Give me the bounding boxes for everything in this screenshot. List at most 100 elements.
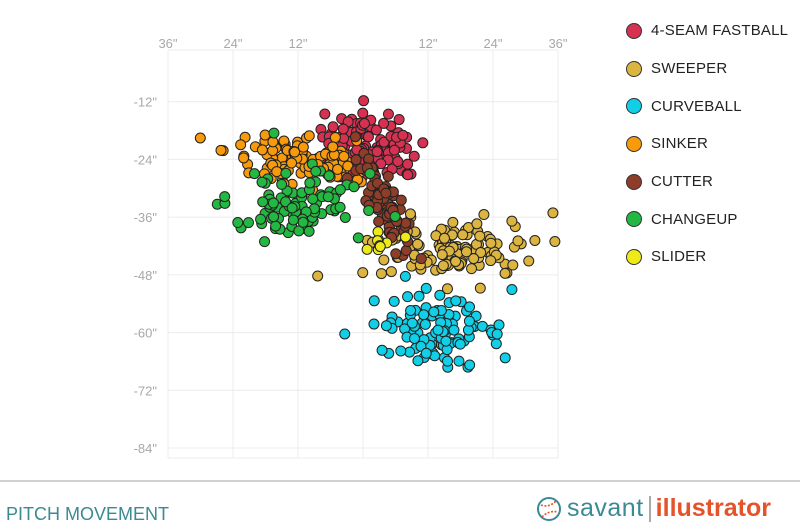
data-point bbox=[327, 121, 339, 133]
data-point bbox=[399, 270, 411, 282]
data-point bbox=[352, 232, 364, 244]
data-point bbox=[337, 123, 349, 135]
data-point bbox=[454, 338, 466, 350]
y-tick-label: -72" bbox=[134, 383, 158, 398]
data-point bbox=[385, 266, 397, 278]
legend-swatch bbox=[626, 98, 642, 115]
data-point bbox=[417, 137, 429, 149]
data-point bbox=[248, 168, 260, 180]
logo-savant-text: savant bbox=[567, 494, 644, 522]
data-point bbox=[362, 131, 374, 143]
data-point bbox=[475, 247, 487, 259]
data-point bbox=[286, 157, 298, 169]
legend-swatch bbox=[626, 22, 642, 39]
data-point bbox=[437, 260, 449, 272]
data-point bbox=[297, 216, 309, 228]
legend-label: CUTTER bbox=[651, 173, 714, 191]
data-point bbox=[404, 208, 416, 220]
data-point bbox=[235, 139, 247, 151]
data-point bbox=[400, 217, 412, 229]
data-point bbox=[419, 318, 431, 330]
data-point bbox=[268, 211, 280, 223]
data-point bbox=[413, 290, 425, 302]
data-point bbox=[420, 282, 432, 294]
data-point bbox=[370, 124, 382, 136]
legend-item: SLIDER bbox=[626, 238, 788, 276]
data-point bbox=[442, 355, 454, 367]
data-point bbox=[549, 236, 561, 248]
data-point bbox=[255, 213, 267, 225]
data-point bbox=[529, 234, 541, 246]
data-point bbox=[219, 191, 231, 203]
data-point bbox=[412, 355, 424, 367]
data-point bbox=[368, 318, 380, 330]
data-point bbox=[400, 245, 412, 257]
data-point bbox=[194, 132, 206, 144]
series-sweeper bbox=[312, 207, 561, 295]
data-point bbox=[457, 229, 469, 241]
data-point bbox=[232, 217, 244, 229]
data-point bbox=[412, 238, 424, 250]
data-point bbox=[375, 268, 387, 280]
data-point bbox=[380, 187, 392, 199]
data-point bbox=[395, 345, 407, 357]
data-point bbox=[361, 243, 373, 255]
logo-divider bbox=[648, 495, 651, 522]
data-point bbox=[408, 150, 420, 162]
data-point bbox=[280, 167, 292, 179]
data-point bbox=[363, 205, 375, 217]
data-point bbox=[490, 338, 502, 350]
legend: 4-SEAM FASTBALL SWEEPER CURVEBALL SINKER CUT… bbox=[626, 12, 788, 276]
data-point bbox=[323, 170, 335, 182]
series-cutter bbox=[341, 131, 427, 265]
data-point bbox=[378, 254, 390, 266]
data-point bbox=[256, 144, 268, 156]
x-tick-label: 24" bbox=[223, 36, 242, 51]
legend-swatch bbox=[626, 211, 642, 228]
data-points bbox=[194, 95, 561, 373]
series-slider bbox=[361, 226, 412, 256]
data-point bbox=[388, 295, 400, 307]
data-point bbox=[400, 231, 412, 243]
data-point bbox=[420, 347, 432, 359]
data-point bbox=[349, 131, 361, 143]
legend-label: SWEEPER bbox=[651, 60, 728, 78]
data-point bbox=[464, 359, 476, 371]
data-point bbox=[409, 332, 421, 344]
data-point bbox=[506, 215, 518, 227]
legend-swatch bbox=[626, 60, 642, 77]
data-point bbox=[460, 246, 472, 258]
data-point bbox=[478, 209, 490, 221]
data-point bbox=[436, 249, 448, 261]
legend-label: CHANGEUP bbox=[651, 210, 738, 228]
data-point bbox=[434, 289, 446, 301]
data-point bbox=[368, 295, 380, 307]
data-point bbox=[312, 270, 324, 282]
data-point bbox=[215, 144, 227, 156]
data-point bbox=[310, 165, 322, 177]
footer-divider bbox=[0, 480, 800, 482]
data-point bbox=[392, 156, 404, 168]
data-point bbox=[402, 158, 414, 170]
legend-item: SINKER bbox=[626, 125, 788, 163]
data-point bbox=[438, 232, 450, 244]
data-point bbox=[506, 284, 518, 296]
data-point bbox=[371, 146, 383, 158]
data-point bbox=[471, 218, 483, 230]
data-point bbox=[493, 319, 505, 331]
data-point bbox=[332, 163, 344, 175]
data-point bbox=[297, 141, 309, 153]
data-point bbox=[286, 202, 298, 214]
data-point bbox=[259, 236, 271, 248]
legend-item: CURVEBALL bbox=[626, 87, 788, 125]
data-point bbox=[374, 241, 386, 253]
baseball-icon bbox=[537, 496, 561, 521]
legend-label: 4-SEAM FASTBALL bbox=[651, 22, 789, 40]
data-point bbox=[499, 267, 511, 279]
logo-illustrator-text: illustrator bbox=[655, 494, 771, 522]
data-point bbox=[268, 127, 280, 139]
data-point bbox=[382, 170, 394, 182]
legend-label: CURVEBALL bbox=[651, 97, 742, 115]
legend-label: SLIDER bbox=[651, 248, 707, 266]
data-point bbox=[405, 305, 417, 317]
